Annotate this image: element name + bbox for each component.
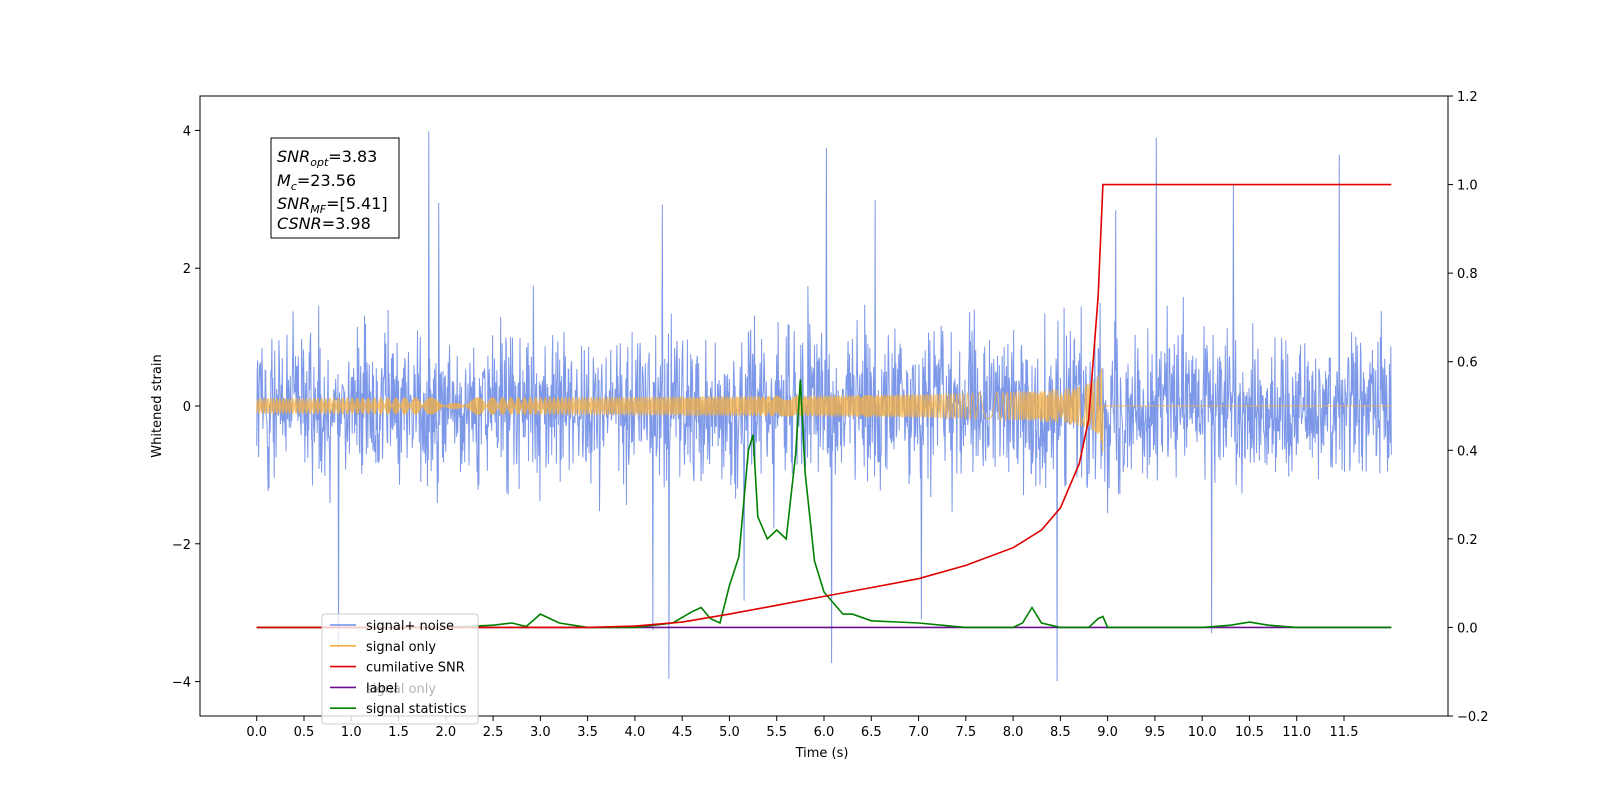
y-right-tick-label: 0.2	[1457, 533, 1478, 548]
y-left-tick-label: 4	[183, 124, 191, 139]
y-right-tick-label: 0.6	[1457, 356, 1478, 371]
y-left-tick-label: 0	[183, 400, 191, 415]
x-tick-label: 10.5	[1235, 725, 1264, 740]
legend-entry: cumilative SNR	[366, 661, 465, 676]
x-tick-label: 7.0	[908, 725, 929, 740]
x-tick-label: 9.0	[1097, 725, 1118, 740]
x-tick-label: 2.5	[483, 725, 504, 740]
y-right-tick-label: −0.2	[1457, 710, 1489, 725]
x-tick-label: 8.0	[1003, 725, 1024, 740]
annotation-snr-opt: SNRopt=3.83	[277, 147, 377, 169]
y-left-tick-label: −2	[172, 538, 191, 553]
signal-only-line	[256, 367, 1108, 453]
legend-entry: label	[366, 681, 397, 696]
legend-entry: signal statistics	[366, 702, 467, 717]
y-right-tick-label: 0.8	[1457, 267, 1478, 282]
x-axis: 0.0 0.5 1.0 1.5 2.0 2.5 3.0 3.5 4.0 4.5 5.0 5.5 6.0 6…	[246, 716, 1358, 740]
annotation-csnr: CSNR=3.98	[277, 214, 371, 233]
x-tick-label: 0.0	[246, 725, 267, 740]
annotation-mc: Mc=23.56	[277, 171, 356, 193]
legend: signal only signal+ noise signal only cumi…	[321, 613, 479, 725]
legend-overlap-text: signal only	[366, 682, 436, 697]
x-tick-label: 5.5	[766, 725, 787, 740]
y-right-tick-label: 0.0	[1457, 621, 1478, 636]
signal-statistics-line	[256, 379, 1392, 629]
x-tick-label: 1.5	[388, 725, 409, 740]
x-tick-label: 3.5	[577, 725, 598, 740]
x-tick-label: 4.5	[672, 725, 693, 740]
x-tick-label: 8.5	[1050, 725, 1071, 740]
y-left-tick-label: −4	[172, 676, 191, 691]
x-tick-label: 0.5	[294, 725, 315, 740]
y-axis-label: Whitened strain	[150, 354, 165, 457]
x-tick-label: 10.0	[1188, 725, 1217, 740]
x-tick-label: 2.0	[435, 725, 456, 740]
x-tick-label: 6.0	[814, 725, 835, 740]
y-right-tick-label: 1.2	[1457, 90, 1478, 105]
x-tick-label: 11.5	[1330, 725, 1359, 740]
y-right-tick-label: 0.4	[1457, 444, 1478, 459]
x-tick-label: 11.0	[1282, 725, 1311, 740]
cumilative-snr-line	[256, 183, 1392, 629]
x-axis-label: Time (s)	[795, 746, 849, 761]
y-axis-right: 1.2 1.0 0.8 0.6 0.4 0.2 0.0 −0.2	[1448, 90, 1489, 725]
x-tick-label: 5.0	[719, 725, 740, 740]
legend-entry: signal+ noise	[366, 619, 454, 634]
x-tick-label: 7.5	[955, 725, 976, 740]
x-tick-label: 3.0	[530, 725, 551, 740]
legend-entry: signal only	[366, 640, 436, 655]
y-right-tick-label: 1.0	[1457, 179, 1478, 194]
x-tick-label: 4.0	[625, 725, 646, 740]
annotation-snr-mf: SNRMF=[5.41]	[277, 194, 388, 216]
y-left-tick-label: 2	[183, 262, 191, 277]
annotation-box: SNRopt=3.83 Mc=23.56 SNRMF=[5.41] CSNR=3…	[270, 137, 400, 239]
y-axis-left: 4 2 0 −2 −4	[172, 124, 200, 691]
x-tick-label: 1.0	[341, 725, 362, 740]
signal-only-series	[256, 367, 1392, 453]
x-tick-label: 9.5	[1145, 725, 1166, 740]
x-tick-label: 6.5	[861, 725, 882, 740]
